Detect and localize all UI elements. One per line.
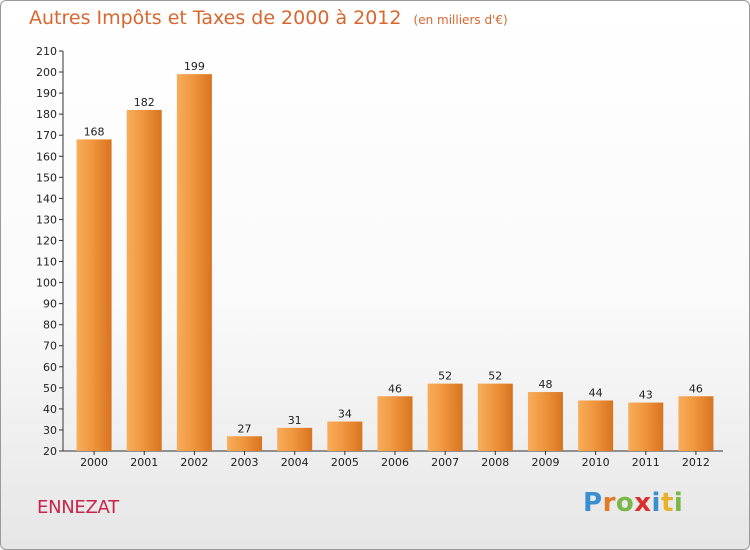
y-tick-label: 50 — [43, 382, 57, 395]
data-label: 52 — [438, 370, 452, 383]
y-tick-label: 110 — [36, 256, 57, 269]
bar — [327, 421, 363, 451]
bar — [578, 400, 614, 451]
y-tick-label: 200 — [36, 66, 57, 79]
y-tick-label: 210 — [36, 45, 57, 58]
data-label: 43 — [639, 389, 653, 402]
y-tick-label: 30 — [43, 424, 57, 437]
logo-letter: P — [583, 488, 603, 518]
y-tick-label: 60 — [43, 361, 57, 374]
x-tick-label: 2011 — [632, 456, 660, 469]
logo-letter: t — [660, 488, 674, 518]
bar — [628, 402, 664, 451]
y-tick-label: 170 — [36, 129, 57, 142]
chart-title: Autres Impôts et Taxes de 2000 à 2012 (e… — [29, 7, 508, 29]
x-tick-label: 2007 — [431, 456, 459, 469]
logo-letter: o — [615, 488, 635, 518]
logo-letter: r — [602, 488, 616, 518]
x-tick-label: 2010 — [582, 456, 610, 469]
y-tick-label: 150 — [36, 171, 57, 184]
data-label: 31 — [288, 414, 302, 427]
x-tick-label: 2008 — [481, 456, 509, 469]
y-tick-label: 120 — [36, 234, 57, 247]
chart-title-text: Autres Impôts et Taxes de 2000 à 2012 — [29, 7, 402, 29]
x-tick-label: 2002 — [180, 456, 208, 469]
x-tick-label: 2006 — [381, 456, 409, 469]
data-label: 46 — [689, 382, 703, 395]
data-label: 27 — [238, 422, 252, 435]
bar — [427, 383, 463, 451]
data-label: 199 — [184, 60, 205, 73]
x-tick-label: 2001 — [130, 456, 158, 469]
bar — [377, 396, 413, 451]
x-tick-label: 2003 — [231, 456, 259, 469]
x-tick-label: 2005 — [331, 456, 359, 469]
bar — [527, 392, 563, 451]
logo-letter: x — [634, 488, 652, 518]
data-label: 48 — [538, 378, 552, 391]
y-tick-label: 20 — [43, 445, 57, 458]
logo-letter: i — [673, 488, 684, 518]
commune-name: ENNEZAT — [37, 497, 119, 518]
bar — [76, 139, 112, 451]
x-tick-label: 2012 — [682, 456, 710, 469]
bar — [277, 427, 313, 451]
y-tick-label: 180 — [36, 108, 57, 121]
bar — [227, 436, 263, 451]
data-label: 52 — [488, 370, 502, 383]
data-label: 34 — [338, 408, 352, 421]
data-label: 46 — [388, 382, 402, 395]
y-tick-label: 80 — [43, 319, 57, 332]
y-tick-label: 160 — [36, 150, 57, 163]
x-tick-label: 2000 — [80, 456, 108, 469]
y-tick-label: 40 — [43, 403, 57, 416]
bar — [176, 74, 212, 451]
y-tick-label: 70 — [43, 340, 57, 353]
bar — [126, 109, 162, 452]
proxiti-logo: Proxiti — [583, 488, 683, 518]
y-tick-label: 140 — [36, 192, 57, 205]
y-tick-label: 90 — [43, 298, 57, 311]
x-tick-label: 2004 — [281, 456, 309, 469]
bar — [678, 396, 714, 451]
bar — [477, 383, 513, 451]
y-tick-label: 130 — [36, 213, 57, 226]
x-tick-label: 2009 — [531, 456, 559, 469]
logo-letter: i — [651, 488, 661, 518]
data-label: 44 — [589, 386, 603, 399]
data-label: 168 — [84, 125, 105, 138]
data-label: 182 — [134, 96, 155, 109]
chart-unit-note: (en milliers d'€) — [413, 13, 508, 27]
y-tick-label: 100 — [36, 277, 57, 290]
y-tick-label: 190 — [36, 87, 57, 100]
